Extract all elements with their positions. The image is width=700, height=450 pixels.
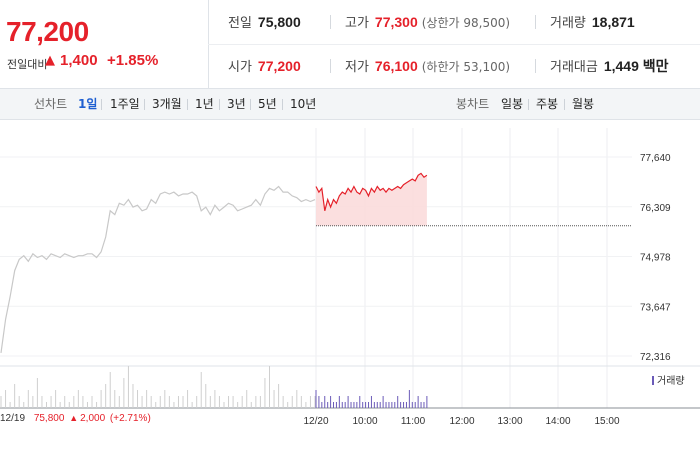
volume-label: 거래량 — [550, 16, 586, 31]
prev-close-value: 75,800 — [257, 14, 301, 30]
x-tick-label: 10:00 — [352, 416, 377, 427]
monthly-candle-button[interactable]: 월봉 — [572, 97, 595, 111]
high-label: 고가 — [345, 16, 369, 31]
x-tick-label: 12/20 — [303, 416, 328, 427]
period-1w-button[interactable]: 1주일 — [110, 97, 140, 111]
y-axis-labels: 77,640 76,309 74,978 73,647 72,316 — [640, 153, 671, 363]
volume-swatch — [652, 376, 654, 385]
daily-candle-button[interactable]: 일봉 — [501, 97, 524, 111]
period-10y-button[interactable]: 10년 — [290, 97, 317, 111]
prev-date: 12/19 — [0, 413, 26, 424]
up-arrow-icon: ▲ — [45, 53, 55, 68]
today-line — [315, 172, 428, 211]
chart-grid — [0, 128, 700, 409]
high-value: 77,300 — [374, 14, 418, 30]
low-value: 76,100 — [374, 58, 418, 74]
x-tick-label: 14:00 — [545, 416, 570, 427]
low-label: 저가 — [345, 60, 369, 75]
candle-chart-label: 봉차트 — [456, 97, 490, 111]
volume: 거래량 18,871 — [550, 0, 635, 44]
weekly-candle-button[interactable]: 주봉 — [536, 97, 559, 111]
y-tick-label: 74,978 — [640, 253, 671, 264]
current-price: 77,200 — [6, 16, 89, 47]
divider — [535, 59, 536, 73]
divider — [535, 15, 536, 29]
line-chart-label: 선차트 — [34, 97, 68, 111]
y-tick-label: 76,309 — [640, 203, 671, 214]
chart-toolbar: 선차트 1일 1주일 3개월 1년 3년 5년 10년 봉차트 일봉 주봉 월봉 — [0, 89, 700, 120]
divider — [101, 99, 102, 110]
divider — [187, 99, 188, 110]
prev-change-pct: (+2.71%) — [109, 413, 151, 424]
divider — [330, 15, 331, 29]
low-price: 저가 76,100 (하한가 53,100) — [345, 44, 510, 88]
prev-day-info: 12/19 75,800 ▲ 2,000 (+2.71%) — [0, 413, 153, 424]
y-tick-label: 72,316 — [640, 352, 671, 363]
volume-value: 18,871 — [591, 14, 635, 30]
divider — [144, 99, 145, 110]
prev-price: 75,800 — [33, 413, 65, 424]
x-tick-label: 12:00 — [449, 416, 474, 427]
turnover-value: 1,449 백만 — [603, 58, 669, 74]
y-tick-label: 77,640 — [640, 153, 671, 164]
info-row-1: 전일 75,800 고가 77,300 (상한가 98,500) 거래량 18,871 — [208, 0, 700, 45]
turnover: 거래대금 1,449 백만 — [550, 44, 669, 88]
divider — [250, 99, 251, 110]
quote-header: 77,200 전일대비 ▲ 1,400 +1.85% 전일 75,800 고가 77… — [0, 0, 700, 89]
open-label: 시가 — [228, 60, 252, 75]
price-panel: 77,200 전일대비 ▲ 1,400 +1.85% — [0, 0, 209, 88]
high-price: 고가 77,300 (상한가 98,500) — [345, 0, 510, 44]
divider — [564, 99, 565, 110]
prev-close: 전일 75,800 — [228, 0, 301, 44]
change-percent: +1.85% — [107, 52, 159, 69]
lower-limit: (하한가 53,100) — [421, 60, 511, 74]
divider — [330, 59, 331, 73]
y-tick-label: 73,647 — [640, 302, 671, 313]
open-value: 77,200 — [257, 58, 301, 74]
divider — [219, 99, 220, 110]
x-tick-label: 11:00 — [401, 416, 426, 427]
divider — [528, 99, 529, 110]
prev-change: 2,000 — [80, 413, 106, 424]
price-lines — [0, 172, 632, 353]
x-tick-label: 15:00 — [594, 416, 619, 427]
x-axis-labels: 12/20 10:00 11:00 12:00 13:00 14:00 15:00 — [303, 416, 619, 427]
upper-limit: (상한가 98,500) — [421, 16, 511, 30]
period-5y-button[interactable]: 5년 — [258, 97, 277, 111]
info-row-2: 시가 77,200 저가 76,100 (하한가 53,100) 거래대금 1,449 … — [208, 44, 700, 88]
turnover-label: 거래대금 — [550, 60, 598, 75]
today-area — [316, 173, 427, 226]
period-1y-button[interactable]: 1년 — [195, 97, 214, 111]
prev-up-arrow-icon: ▲ — [69, 413, 79, 423]
volume-legend: 거래량 — [652, 372, 685, 387]
volume-bars — [0, 366, 428, 408]
change-label: 전일대비 — [7, 58, 48, 71]
period-3m-button[interactable]: 3개월 — [152, 97, 182, 111]
prev-day-line — [0, 185, 316, 353]
period-3y-button[interactable]: 3년 — [227, 97, 246, 111]
prev-close-label: 전일 — [228, 16, 252, 31]
open-price: 시가 77,200 — [228, 44, 301, 88]
change-value: 1,400 — [60, 52, 98, 69]
period-1d-button[interactable]: 1일 — [78, 97, 98, 111]
divider — [282, 99, 283, 110]
volume-legend-label: 거래량 — [657, 376, 685, 387]
x-tick-label: 13:00 — [497, 416, 522, 427]
